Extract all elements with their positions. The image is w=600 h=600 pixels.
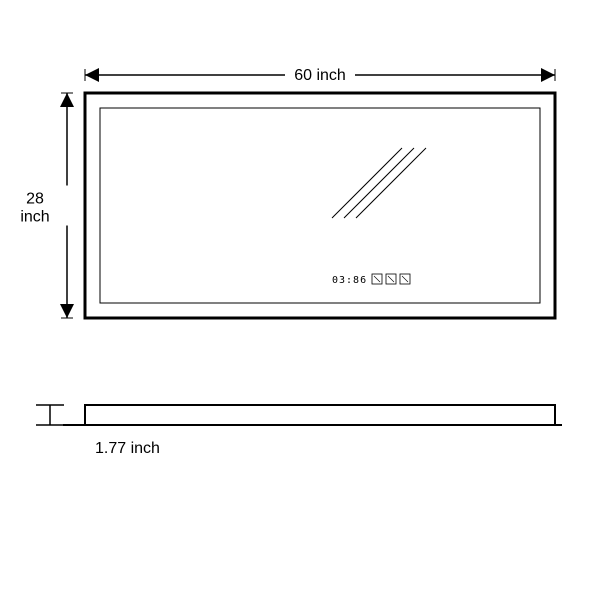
mirror-button-glyph xyxy=(388,276,394,282)
depth-label: 1.77 inch xyxy=(95,440,160,457)
height-label-1: 28 xyxy=(26,191,44,208)
side-profile xyxy=(85,405,555,425)
mirror-button-glyph xyxy=(374,276,380,282)
arrow-head-icon xyxy=(85,68,99,82)
mirror-outer-frame xyxy=(85,93,555,318)
arrow-head-icon xyxy=(60,93,74,107)
reflection-line-icon xyxy=(344,148,414,218)
mirror-inner-frame xyxy=(100,108,540,303)
width-label: 60 inch xyxy=(294,67,346,84)
mirror-button-glyph xyxy=(402,276,408,282)
arrow-head-icon xyxy=(60,304,74,318)
height-label-2: inch xyxy=(20,209,49,226)
arrow-head-icon xyxy=(541,68,555,82)
clock-readout: 03:86 xyxy=(332,275,367,286)
